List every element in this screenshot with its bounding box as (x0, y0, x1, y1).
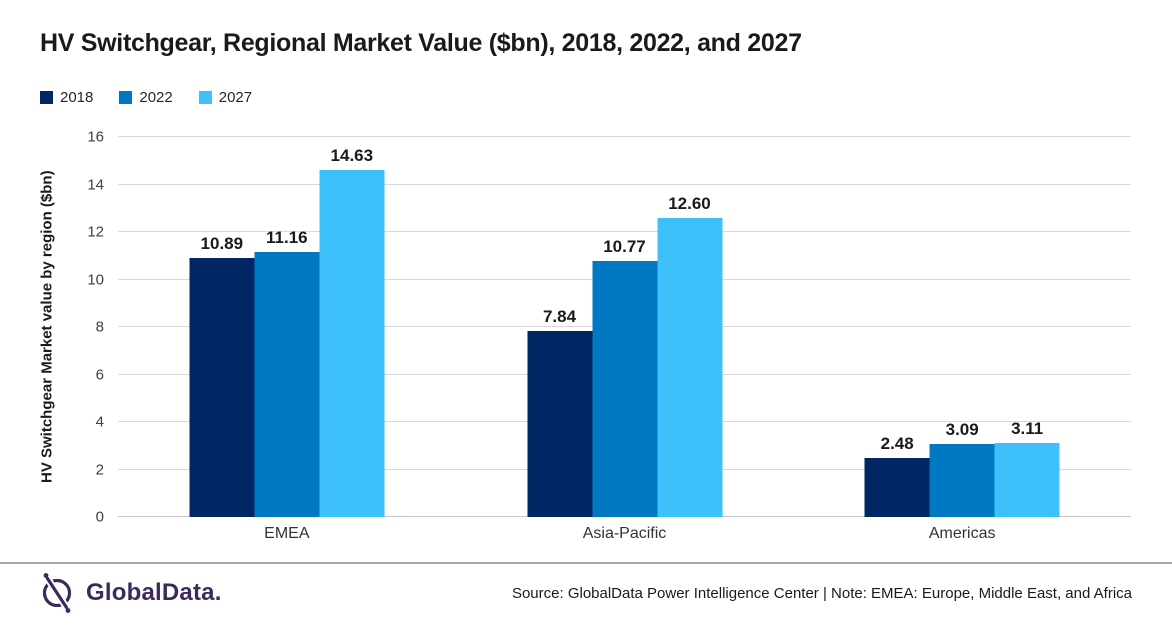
legend-swatch-icon (198, 91, 212, 104)
bar-Asia-Pacific-2027 (657, 217, 722, 517)
y-axis-ticks: 0 2 4 6 8 10 12 14 16 (0, 129, 104, 526)
bar-value-label: 14.63 (330, 145, 374, 165)
bar-value-label: 3.09 (945, 419, 979, 439)
y-tick-label: 14 (87, 176, 104, 193)
globaldata-logo-icon (42, 573, 72, 613)
globaldata-logo: GlobalData. (38, 572, 222, 614)
bar-value-label: 10.89 (200, 234, 244, 254)
y-tick-label: 10 (87, 271, 104, 288)
gridline (118, 136, 1131, 137)
x-category-label: Asia-Pacific (582, 525, 667, 542)
bar-group-EMEA: 10.89 11.16 14.63 (189, 137, 385, 517)
footer-divider (0, 562, 1172, 564)
bar-column: 3.11 (994, 137, 1060, 517)
bar-value-label: 7.84 (542, 306, 577, 326)
bar-value-label: 12.60 (668, 193, 711, 213)
bar-Americas-2018 (864, 458, 930, 517)
legend-label: 2027 (218, 89, 253, 106)
legend-swatch-icon (119, 91, 133, 104)
legend-label: 2022 (139, 89, 173, 106)
bar-Americas-2027 (994, 443, 1060, 517)
chart-title: HV Switchgear, Regional Market Value ($b… (40, 29, 802, 57)
bar-column: 10.89 (189, 137, 255, 517)
legend-item-2022: 2022 (119, 89, 173, 106)
bar-group-Americas: 2.48 3.09 3.11 (864, 137, 1060, 517)
plot-area: 10.89 11.16 14.63 7.84 10.77 12.60 2.48 3.09 3.1… (118, 136, 1131, 517)
bar-column: 3.09 (929, 137, 995, 517)
bar-Asia-Pacific-2022 (592, 261, 657, 517)
legend-item-2027: 2027 (198, 89, 253, 106)
bar-value-label: 11.16 (266, 227, 308, 247)
y-tick-label: 8 (95, 318, 104, 336)
y-tick-label: 6 (95, 366, 104, 383)
bar-column: 10.77 (592, 137, 657, 517)
gridline (118, 183, 1131, 185)
legend-label: 2018 (60, 89, 94, 106)
bar-column: 12.60 (657, 137, 722, 517)
bar-column: 14.63 (319, 137, 385, 517)
bar-Americas-2022 (929, 443, 995, 517)
bar-EMEA-2027 (319, 169, 385, 517)
x-axis-labels: EMEA Asia-Pacific Americas (118, 525, 1131, 547)
y-tick-label: 4 (95, 413, 104, 431)
y-tick-label: 0 (95, 508, 104, 526)
bar-value-label: 3.11 (1011, 419, 1044, 439)
bar-column: 7.84 (527, 137, 592, 517)
bar-value-label: 10.77 (603, 237, 646, 257)
bar-Asia-Pacific-2018 (527, 330, 592, 517)
legend: 2018 2022 2027 (40, 89, 252, 106)
source-note-text: Source: GlobalData Power Intelligence Ce… (511, 585, 1132, 602)
bar-group-Asia-Pacific: 7.84 10.77 12.60 (527, 137, 722, 517)
y-tick-label: 16 (87, 128, 104, 146)
legend-item-2018: 2018 (40, 89, 93, 106)
bar-EMEA-2022 (254, 251, 320, 517)
y-tick-label: 2 (95, 461, 104, 478)
legend-swatch-icon (40, 91, 53, 104)
gridline (118, 231, 1131, 232)
bar-value-label: 2.48 (880, 434, 914, 454)
globaldata-logo-text: GlobalData. (86, 579, 222, 606)
bar-column: 2.48 (864, 137, 930, 517)
x-category-label: EMEA (264, 525, 310, 542)
bar-column: 11.16 (254, 137, 320, 517)
x-category-label: Americas (928, 525, 996, 542)
bar-EMEA-2018 (189, 258, 255, 517)
y-tick-label: 12 (87, 223, 104, 241)
